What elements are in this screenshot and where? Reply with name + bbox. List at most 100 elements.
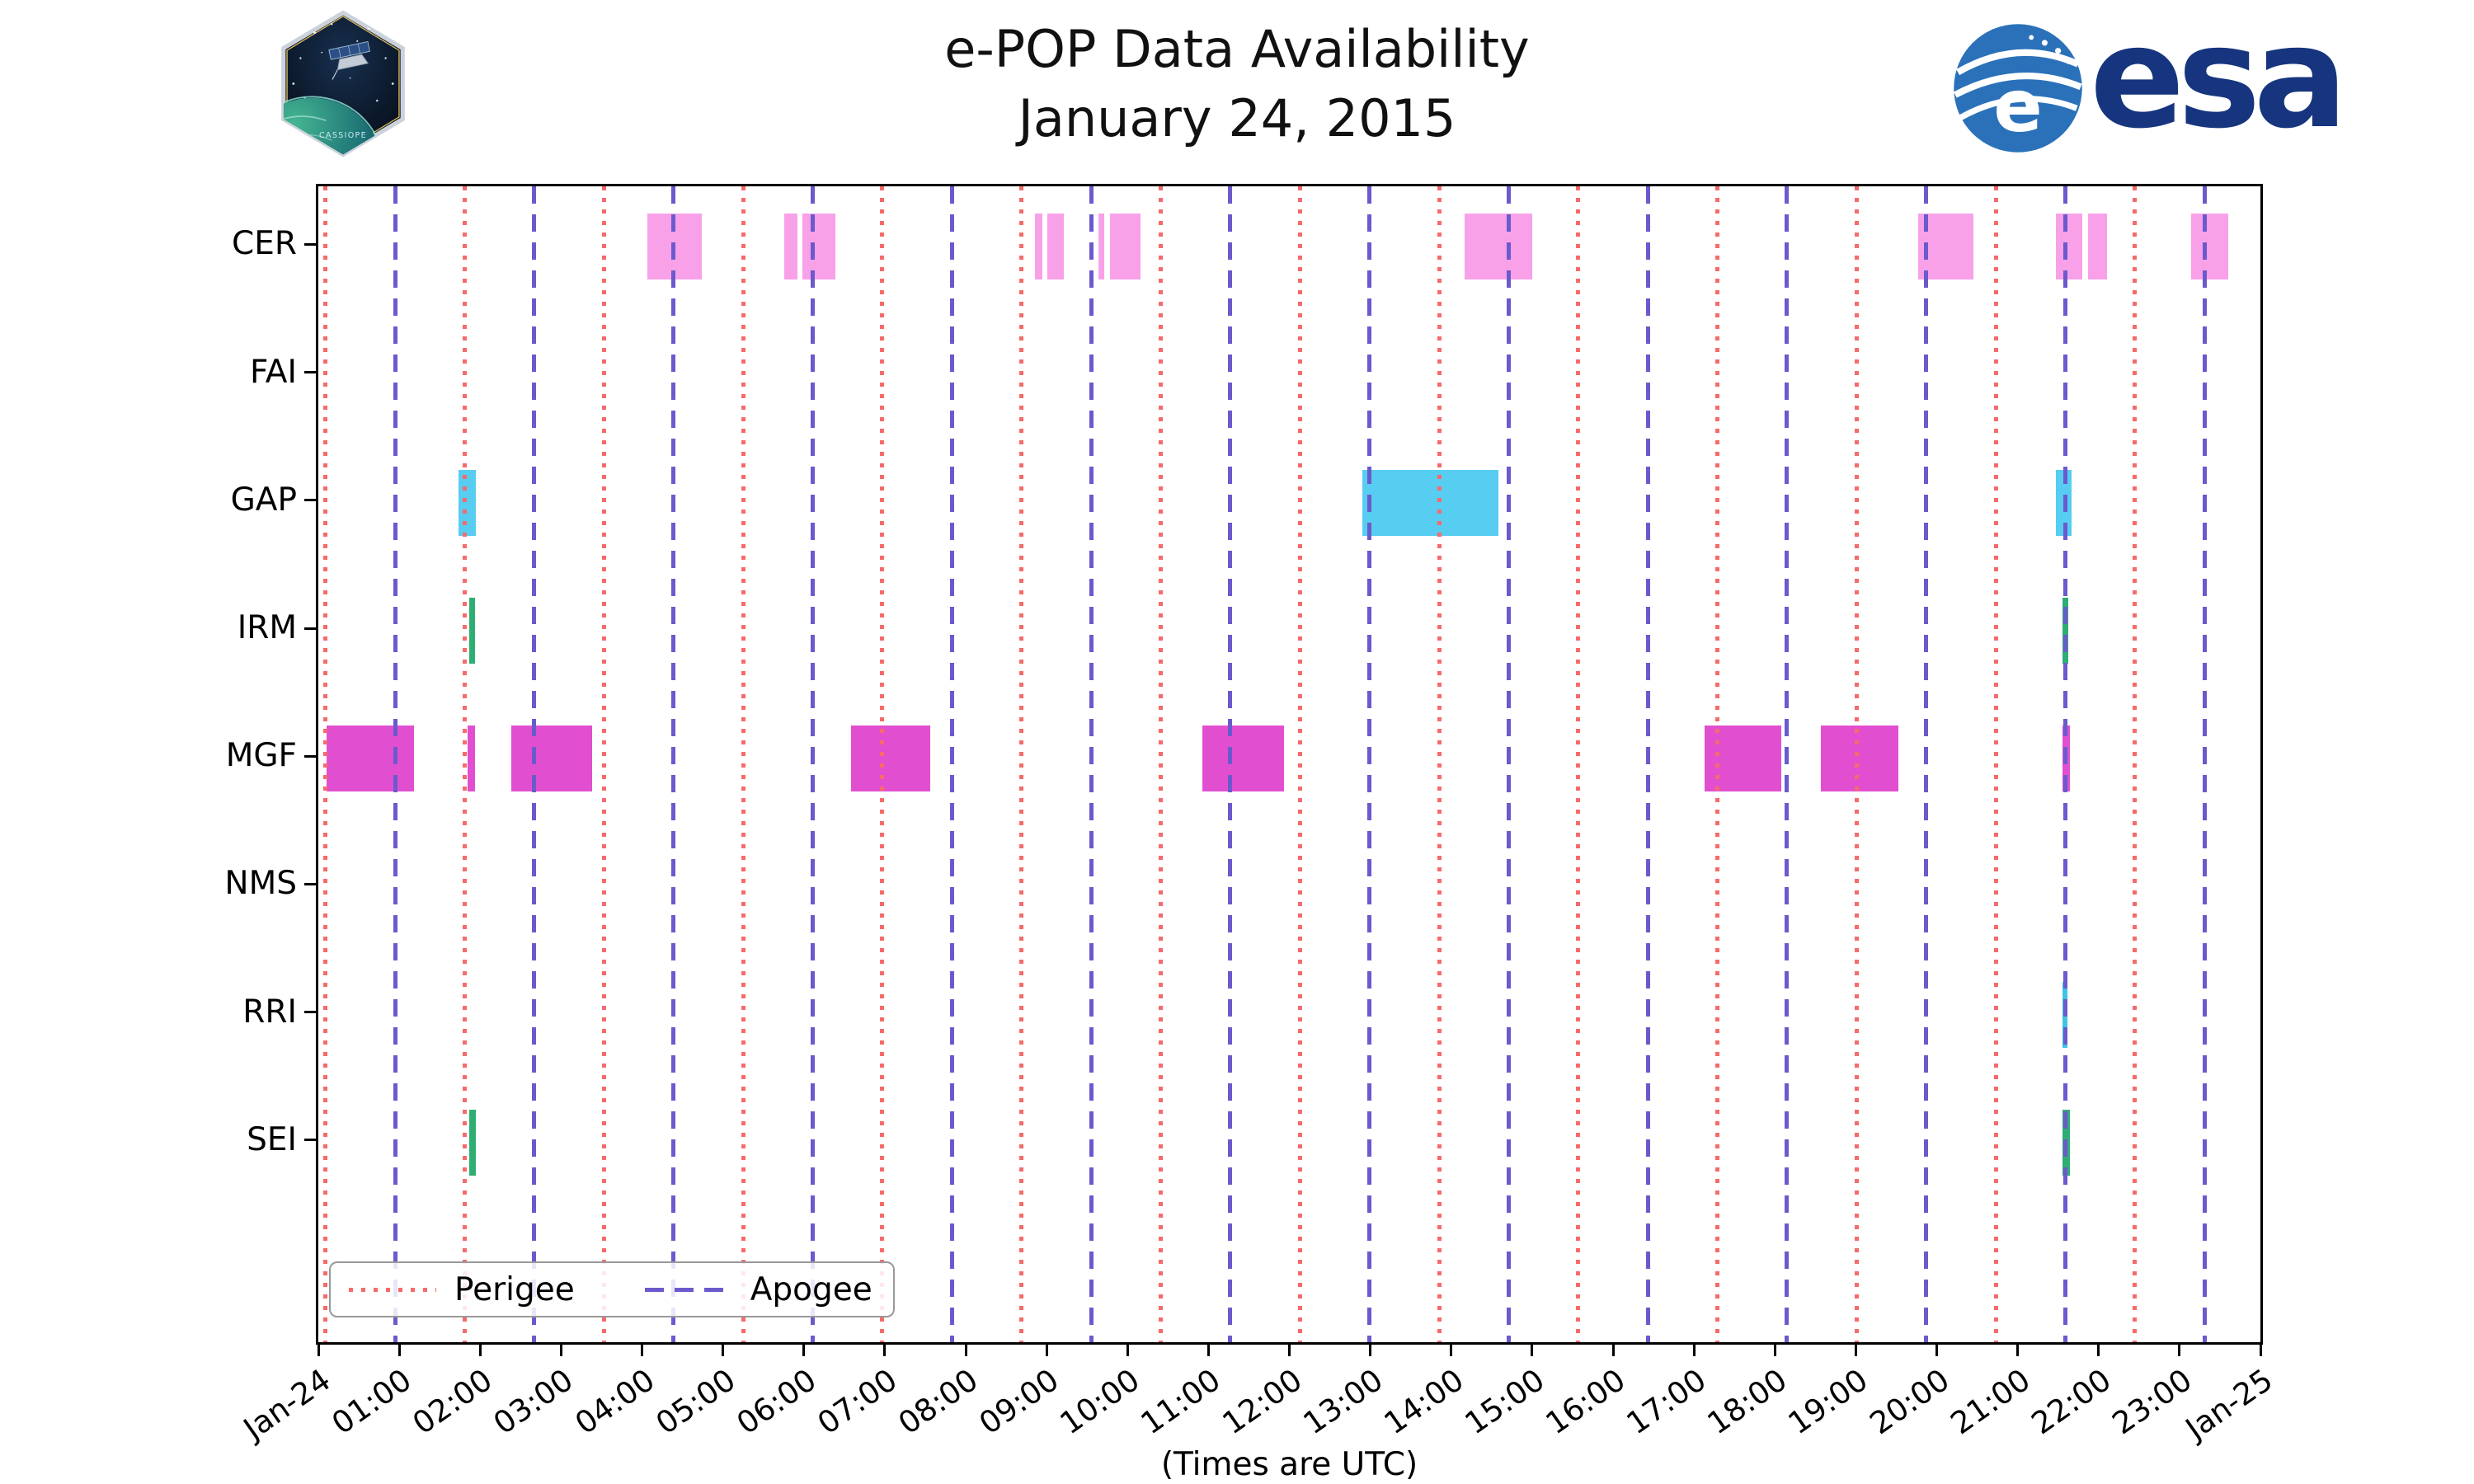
row-label-fai: FAI <box>249 353 297 391</box>
availability-bar-mgf <box>1821 726 1899 792</box>
availability-bar-mgf <box>467 726 476 792</box>
y-tick <box>304 754 316 758</box>
x-tick <box>1288 1345 1291 1356</box>
availability-bar-mgf <box>510 726 592 792</box>
availability-bar-cer <box>802 214 835 280</box>
x-tick <box>641 1345 643 1356</box>
x-tick <box>2016 1345 2020 1356</box>
x-tick <box>478 1345 482 1356</box>
x-tick <box>1045 1345 1048 1356</box>
esa-wordmark: esa <box>2090 0 2348 160</box>
plot-area <box>316 184 2263 1345</box>
apogee-line <box>1506 186 1511 1342</box>
y-tick <box>304 882 316 885</box>
y-tick <box>304 371 316 374</box>
row-label-gap: GAP <box>230 481 297 519</box>
esa-logo: e esa <box>1951 8 2348 158</box>
y-tick <box>304 499 316 502</box>
apogee-line <box>1089 186 1094 1342</box>
perigee-line <box>463 186 468 1342</box>
x-tick <box>2178 1345 2181 1356</box>
x-tick <box>1126 1345 1129 1356</box>
x-tick <box>964 1345 967 1356</box>
title-block: e-POP Data Availability January 24, 2015 <box>247 15 2227 153</box>
satellite-icon <box>328 40 370 80</box>
row-label-cer: CER <box>232 225 297 263</box>
x-tick <box>2259 1345 2262 1356</box>
x-tick <box>802 1345 806 1356</box>
apogee-line <box>1228 186 1233 1342</box>
row-label-mgf: MGF <box>225 737 297 775</box>
availability-bar-cer <box>1047 214 1064 280</box>
x-tick <box>1935 1345 1938 1356</box>
y-tick <box>304 242 316 246</box>
legend-label: Perigee <box>454 1270 575 1308</box>
x-axis-label: (Times are UTC) <box>1160 1446 1418 1483</box>
availability-bar-cer <box>784 214 797 280</box>
chart-subtitle: January 24, 2015 <box>1018 87 1456 148</box>
x-tick <box>559 1345 562 1356</box>
apogee-line <box>532 186 537 1342</box>
apogee-line <box>811 186 816 1342</box>
row-label-nms: NMS <box>224 865 297 903</box>
x-tick <box>1531 1345 1534 1356</box>
row-label-irm: IRM <box>237 609 297 647</box>
availability-bar-gap <box>1362 469 1498 536</box>
x-tick <box>397 1345 401 1356</box>
perigee-line <box>601 186 606 1342</box>
esa-emblem-letter: e <box>1993 64 2042 148</box>
perigee-line <box>1854 186 1859 1342</box>
perigee-line <box>1158 186 1163 1342</box>
apogee-line <box>671 186 676 1342</box>
availability-bar-cer <box>1109 214 1141 280</box>
apogee-line <box>1924 186 1929 1342</box>
availability-bar-cer <box>1098 214 1104 280</box>
x-tick <box>1206 1345 1210 1356</box>
perigee-line <box>1297 186 1302 1342</box>
perigee-line <box>880 186 885 1342</box>
legend: Perigee Apogee <box>329 1261 895 1317</box>
availability-bar-cer <box>2055 214 2083 280</box>
apogee-line <box>1785 186 1790 1342</box>
perigee-line <box>1437 186 1442 1342</box>
y-tick <box>304 1139 316 1142</box>
availability-bar-cer <box>2190 214 2228 280</box>
perigee-line <box>741 186 745 1342</box>
x-tick <box>1611 1345 1615 1356</box>
y-tick <box>304 627 316 630</box>
perigee-line <box>1576 186 1581 1342</box>
row-label-rri: RRI <box>242 993 297 1031</box>
x-tick <box>1692 1345 1696 1356</box>
dashed-line-icon <box>644 1287 732 1292</box>
y-tick <box>304 1011 316 1014</box>
dotted-line-icon <box>349 1287 436 1292</box>
availability-bar-mgf <box>850 726 930 792</box>
esa-emblem-icon: e <box>1953 24 2082 153</box>
apogee-line <box>2063 186 2068 1342</box>
row-label-sei: SEI <box>247 1120 297 1158</box>
perigee-line <box>1715 186 1720 1342</box>
availability-bar-cer <box>2087 214 2107 280</box>
perigee-line <box>323 186 328 1342</box>
apogee-line <box>1645 186 1650 1342</box>
availability-bar-cer <box>1465 214 1532 280</box>
patch-mission-name: CASSIOPE <box>319 131 367 140</box>
x-tick <box>722 1345 725 1356</box>
perigee-line <box>2133 186 2138 1342</box>
legend-label: Apogee <box>750 1270 872 1308</box>
x-tick <box>1773 1345 1776 1356</box>
chart-title: e-POP Data Availability <box>944 19 1530 79</box>
availability-bar-sei <box>468 1109 477 1176</box>
apogee-line <box>949 186 954 1342</box>
x-tick <box>1854 1345 1857 1356</box>
availability-bar-mgf <box>1202 726 1284 792</box>
earth-graphic <box>283 97 383 155</box>
x-tick <box>317 1345 320 1356</box>
apogee-line <box>2202 186 2207 1342</box>
cassiope-mission-patch: CASSIOPE <box>272 10 414 161</box>
legend-item-perigee: Perigee <box>349 1271 575 1308</box>
legend-item-apogee: Apogee <box>644 1270 872 1308</box>
x-tick <box>883 1345 887 1356</box>
availability-bar-irm <box>468 598 476 665</box>
